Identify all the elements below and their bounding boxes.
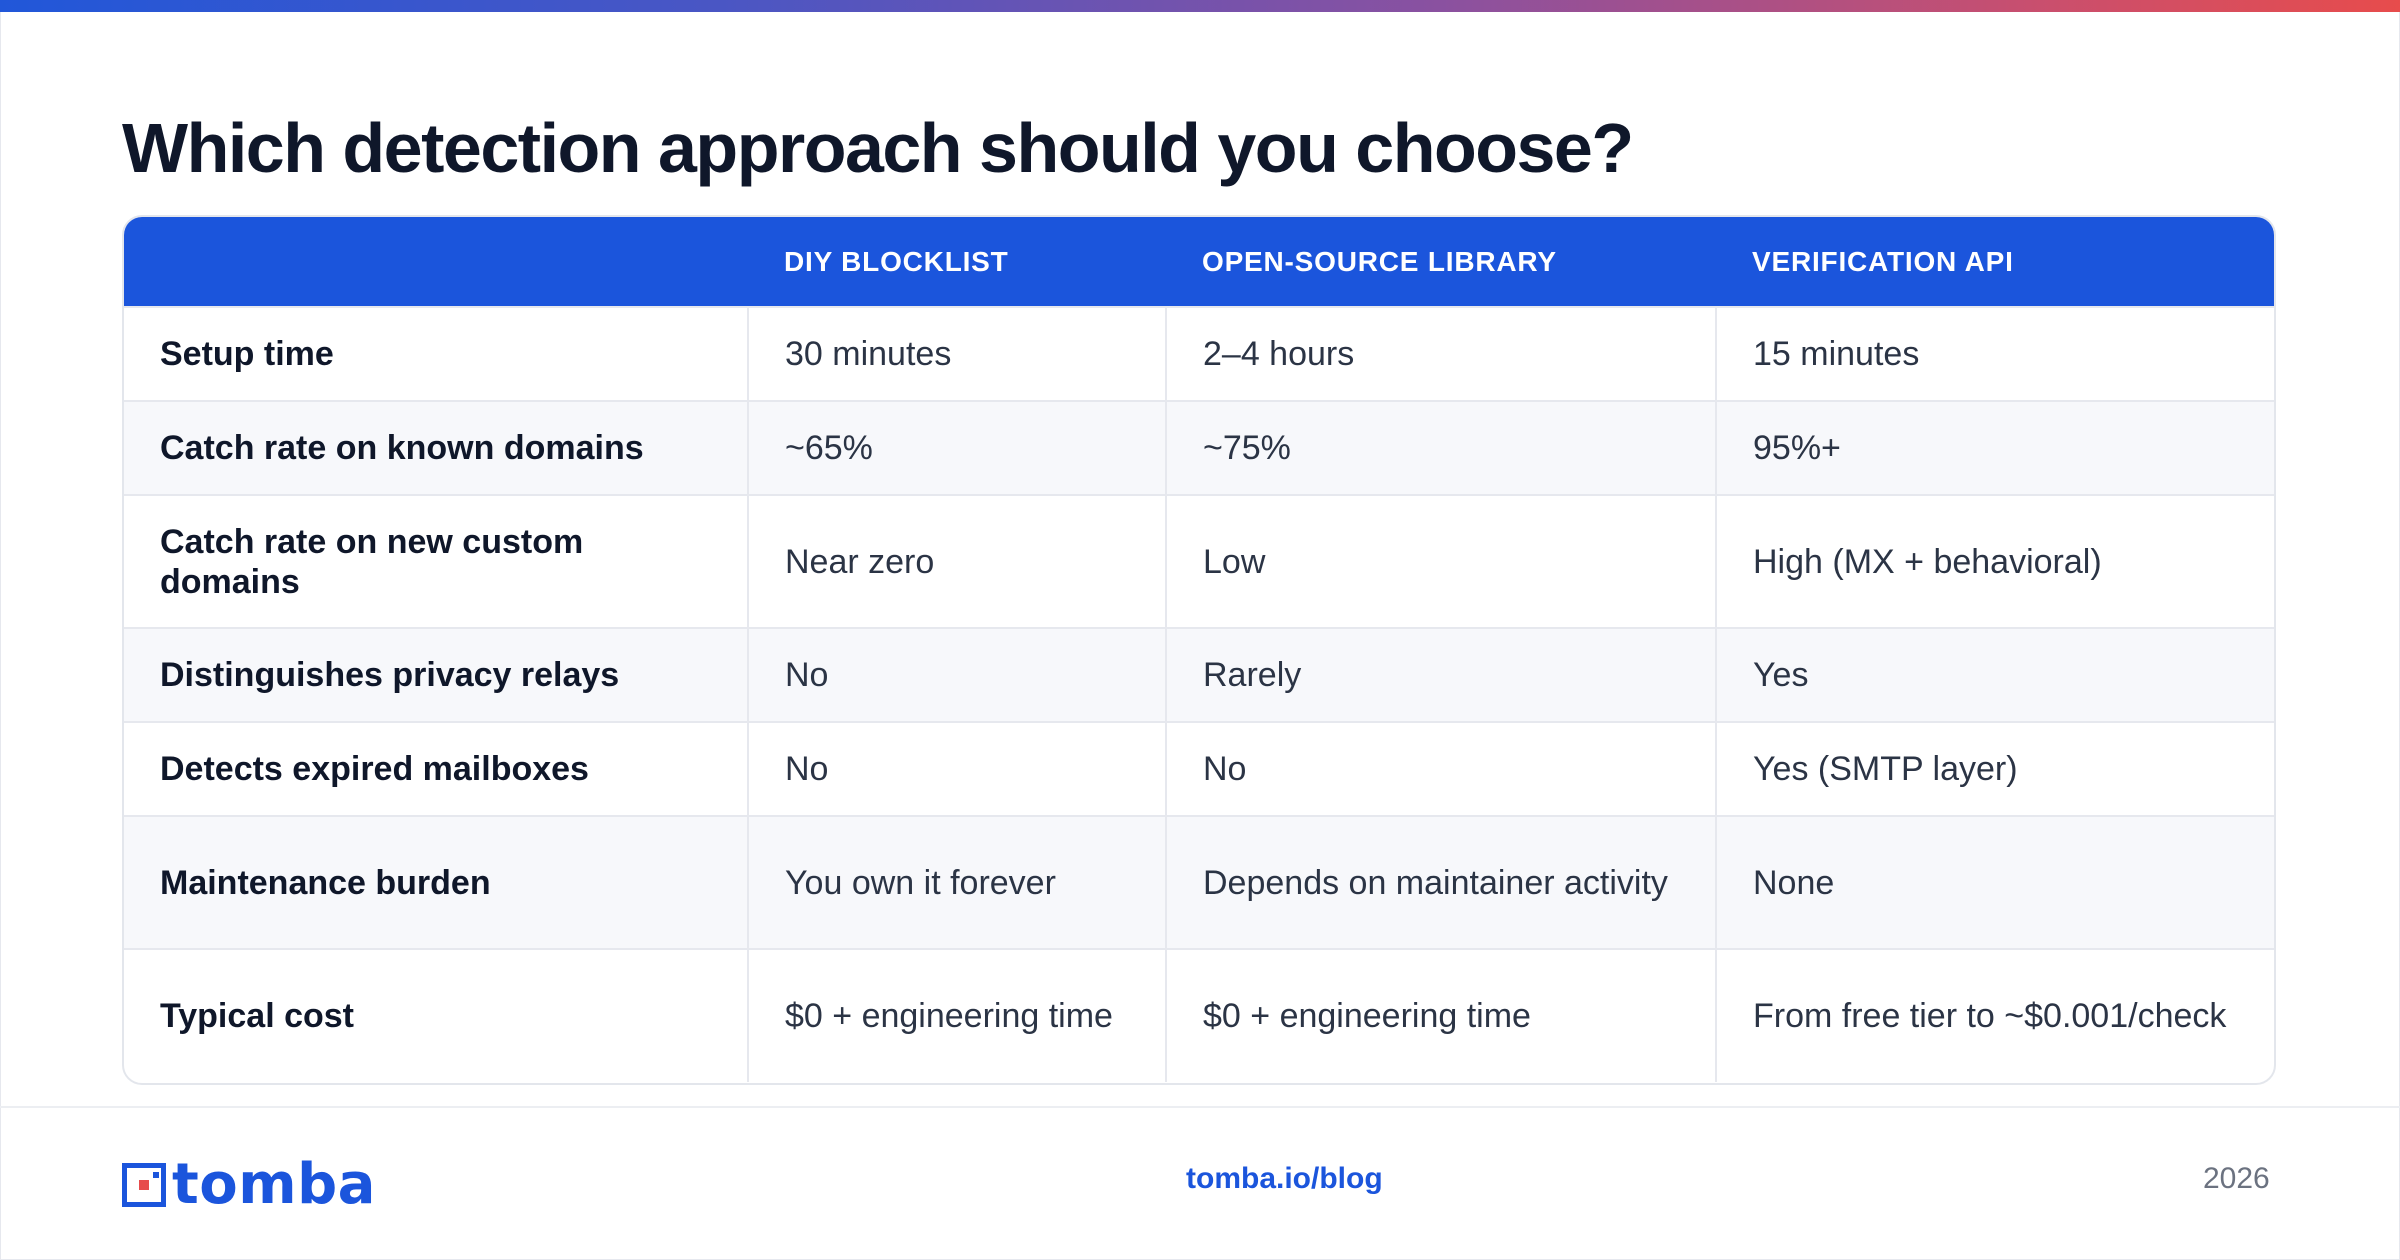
table-cell: 15 minutes — [1715, 307, 2274, 401]
table-cell: Near zero — [747, 495, 1166, 628]
row-label: Detects expired mailboxes — [160, 750, 589, 788]
table-cell: ~75% — [1165, 401, 1716, 495]
table-row: Catch rate on new custom domains Near ze… — [124, 495, 2274, 628]
footer-year: 2026 — [2203, 1162, 2270, 1195]
table-cell: None — [1715, 816, 2274, 949]
table-cell: Yes — [1715, 628, 2274, 722]
table-cell: Rarely — [1165, 628, 1716, 722]
row-label: Maintenance burden — [160, 863, 491, 902]
row-label: Typical cost — [160, 997, 354, 1035]
table-cell: Depends on maintainer activity — [1165, 816, 1716, 949]
table-row: Distinguishes privacy relays No Rarely Y… — [124, 628, 2274, 722]
page-title: Which detection approach should you choo… — [122, 109, 1634, 187]
header-diy-blocklist: DIY BLOCKLIST — [784, 245, 1009, 277]
table-cell: Low — [1165, 495, 1716, 628]
table-cell: High (MX + behavioral) — [1715, 495, 2274, 628]
top-gradient-bar — [0, 0, 2400, 12]
table-row: Setup time 30 minutes 2–4 hours 15 minut… — [124, 307, 2274, 401]
table-row: Maintenance burden You own it forever De… — [124, 816, 2274, 949]
table-cell: 95%+ — [1715, 401, 2274, 495]
tomba-logo-icon — [122, 1163, 166, 1207]
table-cell: No — [747, 628, 1166, 722]
header-empty — [124, 217, 748, 307]
row-label: Setup time — [160, 335, 334, 373]
table-cell: You own it forever — [747, 816, 1166, 949]
header-open-source-library: OPEN-SOURCE LIBRARY — [1202, 245, 1557, 277]
table-header-row: DIY BLOCKLIST OPEN-SOURCE LIBRARY VERIFI… — [124, 217, 2274, 307]
footer-divider — [0, 1106, 2400, 1108]
table-cell: Yes (SMTP layer) — [1715, 722, 2274, 816]
blog-link[interactable]: tomba.io/blog — [1186, 1162, 1383, 1195]
table-row: Detects expired mailboxes No No Yes (SMT… — [124, 722, 2274, 816]
comparison-table: DIY BLOCKLIST OPEN-SOURCE LIBRARY VERIFI… — [122, 215, 2276, 1085]
tomba-logo[interactable]: tomba — [122, 1152, 376, 1217]
row-label: Catch rate on new custom domains — [160, 522, 584, 601]
logo-wordmark: tomba — [172, 1152, 376, 1217]
row-label: Distinguishes privacy relays — [160, 656, 620, 694]
table-row: Typical cost $0 + engineering time $0 + … — [124, 949, 2274, 1082]
row-label: Catch rate on known domains — [160, 429, 644, 467]
table-cell: From free tier to ~$0.001/check — [1715, 949, 2274, 1082]
table-cell: No — [1165, 722, 1716, 816]
table-row: Catch rate on known domains ~65% ~75% 95… — [124, 401, 2274, 495]
table-cell: No — [747, 722, 1166, 816]
table-cell: ~65% — [747, 401, 1166, 495]
header-verification-api: VERIFICATION API — [1752, 245, 2014, 277]
table-cell: 30 minutes — [747, 307, 1166, 401]
table-cell: $0 + engineering time — [747, 949, 1166, 1082]
table-cell: 2–4 hours — [1165, 307, 1716, 401]
table-cell: $0 + engineering time — [1165, 949, 1716, 1082]
